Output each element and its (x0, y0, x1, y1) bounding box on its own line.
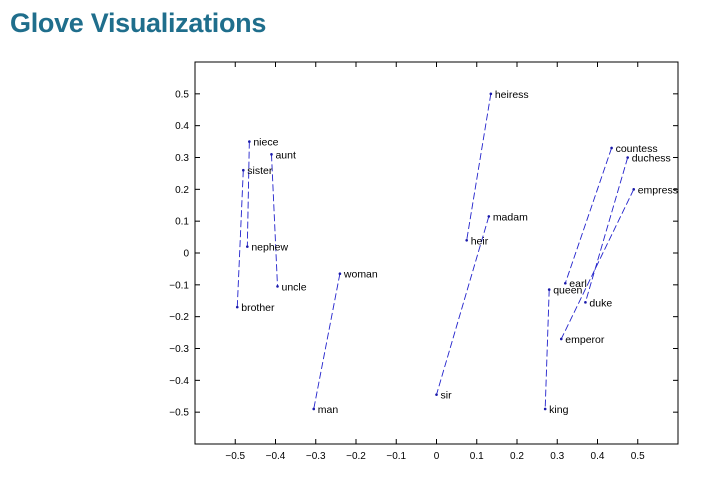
point-queen (547, 288, 551, 291)
point-label-niece: niece (253, 137, 278, 149)
point-heiress (489, 92, 493, 96)
point-label-sir: sir (441, 390, 453, 402)
y-tick-label: 0.3 (175, 153, 189, 164)
point-king (543, 407, 547, 411)
point-duke (584, 301, 587, 304)
y-tick-label: 0.4 (175, 121, 189, 132)
x-tick-label: −0.5 (225, 451, 245, 462)
y-tick-label: 0.5 (175, 89, 189, 100)
point-label-empress: empress (638, 184, 678, 196)
point-duchess (626, 156, 629, 159)
y-tick-label: 0 (183, 249, 189, 260)
segment-niece-nephew (246, 141, 250, 247)
segment-aunt-uncle (271, 154, 278, 287)
point-label-earl: earl (569, 278, 587, 290)
point-sir (435, 393, 438, 396)
segment-woman-man (313, 273, 341, 410)
y-tick-label: −0.2 (169, 312, 189, 323)
point-label-nephew: nephew (251, 242, 288, 254)
y-tick-label: 0.1 (175, 217, 189, 228)
segment-heiress-heir (466, 93, 492, 241)
point-label-madam: madam (493, 211, 528, 223)
point-label-brother: brother (241, 302, 275, 314)
x-tick-label: 0.3 (550, 451, 564, 462)
point-label-woman: woman (343, 269, 378, 281)
point-emperor (559, 337, 563, 341)
point-label-queen: queen (553, 285, 582, 297)
point-niece (248, 140, 251, 143)
point-label-heiress: heiress (495, 89, 529, 101)
x-tick-label: −0.4 (266, 451, 286, 462)
x-tick-label: 0.5 (631, 451, 645, 462)
y-tick-label: −0.1 (169, 280, 189, 291)
segment-empress-emperor (560, 189, 635, 340)
point-nephew (246, 245, 249, 248)
point-sister (242, 168, 245, 172)
x-tick-label: 0.2 (510, 451, 524, 462)
point-label-sister: sister (247, 165, 273, 177)
point-countess (610, 146, 613, 150)
x-tick-label: 0.4 (591, 451, 605, 462)
point-label-heir: heir (471, 235, 489, 247)
point-uncle (276, 285, 279, 288)
point-man (312, 407, 316, 411)
segment-madam-sir (436, 216, 490, 395)
x-tick-label: −0.1 (386, 451, 406, 462)
slide-title: Glove Visualizations (10, 8, 267, 38)
point-label-duchess: duchess (632, 153, 671, 165)
point-label-emperor: emperor (565, 334, 605, 346)
point-brother (235, 305, 239, 309)
point-label-countess: countess (616, 143, 658, 155)
point-label-uncle: uncle (282, 281, 307, 293)
x-tick-label: −0.2 (346, 451, 366, 462)
point-label-man: man (318, 404, 339, 416)
point-aunt (270, 153, 273, 156)
y-tick-label: 0.2 (175, 185, 189, 196)
y-tick-label: −0.3 (169, 344, 189, 355)
y-tick-label: −0.4 (169, 376, 189, 387)
x-tick-label: −0.3 (306, 451, 326, 462)
point-label-king: king (549, 404, 568, 416)
x-tick-label: 0.1 (470, 451, 484, 462)
x-tick-label: 0 (434, 451, 440, 462)
point-earl (564, 281, 567, 285)
y-tick-label: −0.5 (169, 408, 189, 419)
segment-countess-earl (564, 147, 613, 284)
point-heir (465, 238, 468, 242)
point-empress (632, 188, 636, 191)
point-woman (338, 272, 342, 275)
segment-sister-brother (236, 170, 244, 308)
point-madam (487, 215, 491, 218)
segment-duchess-duke (584, 157, 629, 303)
plot-area (194, 61, 679, 445)
point-label-aunt: aunt (275, 149, 296, 161)
point-label-duke: duke (589, 297, 612, 309)
